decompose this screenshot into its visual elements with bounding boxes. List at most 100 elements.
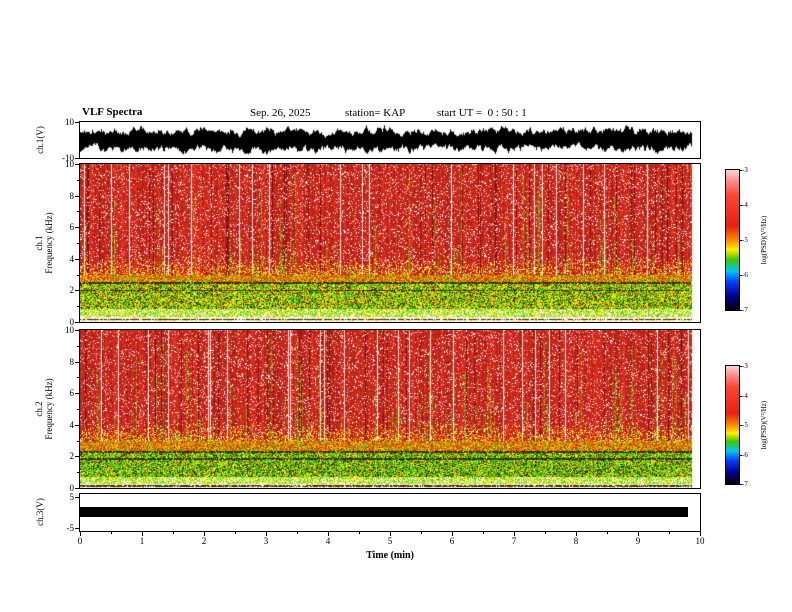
colorbar-tick (739, 170, 742, 171)
ch2-spectrogram-panel (80, 330, 700, 488)
x-major-tick (204, 531, 205, 536)
y-tick-label: 0 (69, 317, 75, 327)
y-tick-label: 10 (65, 159, 74, 169)
ch2-spectrogram-canvas (80, 330, 700, 488)
colorbar-tick (739, 240, 742, 241)
figure-start-ut: start UT = 0 : 50 : 1 (437, 107, 527, 119)
y-tick (75, 195, 80, 197)
ch3-ymin-label: -5 (66, 523, 75, 533)
x-major-tick (80, 531, 81, 536)
x-major-tick (142, 531, 143, 536)
y-minor-tick (77, 211, 80, 213)
y-tick (75, 322, 80, 323)
colorbar-tick-label: -7 (742, 306, 748, 314)
y-minor-tick (77, 409, 80, 410)
y-tick-label: 10 (65, 325, 74, 335)
x-major-tick (328, 531, 329, 536)
colorbar-tick (739, 275, 742, 276)
y-minor-tick (77, 274, 80, 276)
x-major-tick (452, 531, 453, 536)
ch2-frequency-ylabel: ch.2 Frequency (kHz) (34, 378, 54, 439)
x-tick-label: 10 (695, 536, 705, 546)
x-tick-label: 6 (449, 536, 455, 546)
x-tick-label: 1 (139, 536, 145, 546)
x-axis-title: Time (min) (366, 550, 414, 561)
colorbar-tick-label: -5 (742, 236, 748, 244)
figure-station: station= KAP (345, 107, 406, 119)
y-tick-label: 4 (69, 419, 75, 430)
colorbar-ch2-label: log(PSD)(V²/Hz) (760, 400, 768, 450)
y-minor-tick (77, 306, 80, 308)
y-tick (75, 164, 80, 165)
y-tick-label: 6 (69, 222, 75, 233)
x-minor-tick (359, 531, 360, 534)
ch1-spectrogram-panel (80, 164, 700, 322)
y-minor-tick (77, 243, 80, 244)
x-major-tick (700, 531, 701, 536)
y-tick-label: 2 (69, 451, 75, 462)
colorbar-tick (739, 425, 742, 426)
colorbar-tick (739, 395, 742, 397)
ch1-frequency-ylabel-line1: ch.1 (34, 235, 44, 251)
x-minor-tick (297, 531, 298, 534)
ch1-spectrogram-canvas (80, 164, 700, 322)
x-tick-label: 4 (325, 536, 331, 546)
x-tick-label: 5 (387, 536, 393, 546)
figure-title: VLF Spectra (82, 106, 143, 118)
x-major-tick (638, 531, 639, 536)
x-major-tick (514, 531, 515, 536)
ch1-ymax-label: 10 (65, 117, 74, 127)
colorbar-ch1-label: log(PSD)(V²/Hz) (760, 215, 768, 265)
y-minor-tick (77, 440, 80, 442)
x-major-tick (576, 531, 577, 536)
ch3-ymax-label: 5 (69, 492, 75, 502)
colorbar-tick-label: -4 (742, 391, 748, 400)
x-minor-tick (235, 531, 236, 534)
ch1-waveform-panel (80, 122, 700, 158)
y-tick (75, 290, 80, 292)
y-minor-tick (77, 345, 80, 347)
colorbar-tick-label: -3 (742, 166, 748, 174)
x-tick-label: 2 (201, 536, 207, 546)
y-tick (75, 456, 80, 458)
ch2-frequency-ylabel-line1: ch.2 (34, 401, 44, 417)
x-minor-tick (421, 531, 422, 534)
y-tick (75, 497, 80, 498)
y-tick-label: 6 (69, 388, 75, 399)
colorbar-ch2 (726, 366, 739, 484)
y-tick (75, 528, 80, 529)
x-minor-tick (669, 531, 670, 534)
y-tick (75, 393, 80, 395)
x-tick-label: 0 (77, 536, 83, 546)
x-minor-tick (483, 531, 484, 534)
y-tick (75, 330, 80, 331)
y-tick (75, 158, 80, 159)
colorbar-tick-label: -5 (742, 421, 748, 429)
ch1-ymin-label: -10 (62, 153, 74, 163)
x-tick-label: 7 (511, 536, 517, 546)
y-tick-label: 4 (69, 253, 75, 264)
x-tick-label: 8 (573, 536, 579, 546)
colorbar-tick-label: -6 (742, 271, 748, 279)
colorbar-tick (739, 366, 742, 367)
y-tick-label: 8 (69, 356, 75, 367)
ch3-signal-bar (80, 507, 688, 517)
colorbar-tick-label: -6 (742, 450, 748, 459)
ch1-waveform-canvas (80, 122, 700, 158)
y-tick (75, 258, 80, 260)
y-tick (75, 122, 80, 123)
x-major-tick (266, 531, 267, 536)
colorbar-ch1 (726, 170, 739, 310)
colorbar-tick (739, 484, 742, 485)
colorbar-tick (739, 310, 742, 311)
colorbar-tick (739, 454, 742, 456)
x-major-tick (390, 531, 391, 536)
ch1-voltage-ylabel: ch.1(V) (35, 126, 45, 154)
y-tick (75, 361, 80, 363)
colorbar-tick-label: -4 (742, 201, 748, 209)
x-minor-tick (545, 531, 546, 534)
ch3-voltage-ylabel: ch.3(V) (35, 498, 45, 526)
x-tick-label: 3 (263, 536, 269, 546)
x-tick-label: 9 (635, 536, 641, 546)
